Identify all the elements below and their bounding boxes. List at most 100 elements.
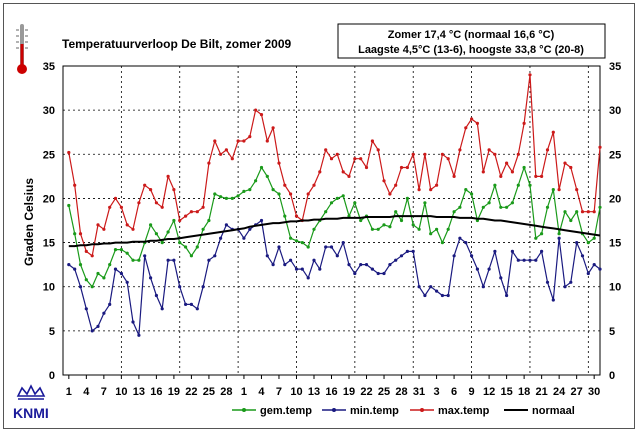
data-point-min-temp: [569, 280, 573, 284]
data-point-gem-temp: [452, 210, 456, 214]
x-tick-label: 21: [536, 386, 548, 398]
data-point-gem-temp: [236, 194, 240, 198]
data-point-max-temp: [119, 205, 123, 209]
data-point-min-temp: [545, 280, 550, 284]
data-point-min-temp: [435, 289, 439, 293]
x-tick-label: 9: [469, 386, 475, 398]
data-point-max-temp: [510, 170, 514, 174]
data-point-gem-temp: [399, 218, 404, 223]
y-ticks-left: 0 5 10 15 20 25 30 35: [43, 61, 55, 382]
x-tick-label: 30: [588, 386, 600, 398]
data-point-max-temp: [329, 157, 334, 161]
data-point-min-temp: [242, 236, 246, 240]
y-tick-label-left: 0: [49, 370, 55, 382]
data-point-min-temp: [207, 258, 211, 262]
data-point-max-temp: [417, 188, 421, 192]
x-tick-label: 1: [241, 386, 247, 398]
data-point-max-temp: [254, 108, 258, 112]
data-point-max-temp: [73, 183, 77, 187]
x-tick-label: 7: [276, 386, 282, 398]
data-point-gem-temp: [440, 241, 444, 245]
data-point-gem-temp: [195, 245, 199, 249]
x-tick-label: 13: [308, 386, 320, 398]
data-point-min-temp: [452, 254, 456, 258]
x-tick-label: 1: [66, 386, 72, 398]
data-point-gem-temp: [67, 203, 71, 208]
series-line-normaal: [68, 215, 601, 248]
data-point-max-temp: [452, 174, 456, 178]
data-point-gem-temp: [551, 188, 555, 192]
data-point-min-temp: [73, 267, 77, 271]
data-point-min-temp: [399, 254, 404, 258]
data-point-min-temp: [84, 307, 88, 311]
data-point-min-temp: [423, 293, 427, 298]
data-point-gem-temp: [423, 201, 427, 205]
data-point-gem-temp: [592, 236, 596, 240]
data-point-max-temp: [545, 148, 550, 152]
data-point-max-temp: [84, 249, 88, 253]
data-point-min-temp: [219, 236, 223, 240]
data-point-max-temp: [353, 157, 357, 161]
data-point-max-temp: [137, 201, 141, 205]
data-point-max-temp: [382, 179, 386, 183]
legend: gem.temp min.temp max.temp normaal: [232, 405, 575, 417]
data-point-gem-temp: [388, 225, 392, 229]
data-point-min-temp: [598, 267, 602, 271]
data-point-min-temp: [108, 302, 112, 306]
x-tick-label: 10: [115, 386, 127, 398]
data-point-gem-temp: [125, 251, 129, 255]
data-point-gem-temp: [113, 248, 118, 252]
data-point-min-temp: [487, 267, 491, 271]
data-point-min-temp: [540, 249, 544, 253]
data-point-max-temp: [102, 227, 106, 231]
x-ticks: 1 4 7 10 13 16 19 22 25 28 1 4 7 10 13 16 19 22 25 28 31 3 6 9 1…: [66, 375, 600, 398]
data-point-min-temp: [376, 271, 380, 276]
data-point-min-temp: [528, 258, 532, 262]
data-point-min-temp: [172, 258, 176, 262]
data-point-min-temp: [563, 285, 567, 289]
data-point-min-temp: [160, 307, 164, 311]
y-tick-label-right: 10: [609, 282, 621, 294]
data-point-gem-temp: [90, 285, 94, 289]
data-point-gem-temp: [569, 218, 573, 223]
data-point-max-temp: [90, 254, 94, 258]
data-point-gem-temp: [505, 205, 509, 209]
data-point-gem-temp: [446, 227, 450, 231]
data-point-min-temp: [184, 302, 188, 306]
data-point-gem-temp: [259, 165, 264, 170]
data-point-min-temp: [195, 307, 199, 311]
data-point-min-temp: [329, 245, 334, 249]
data-point-min-temp: [277, 245, 281, 249]
data-point-max-temp: [318, 170, 322, 174]
series-gem-temp: [67, 165, 602, 289]
data-point-min-temp: [294, 267, 299, 271]
data-point-gem-temp: [265, 174, 269, 178]
data-point-gem-temp: [411, 223, 415, 227]
data-point-min-temp: [306, 276, 310, 280]
data-point-min-temp: [189, 302, 193, 306]
data-point-min-temp: [394, 258, 398, 262]
data-point-max-temp: [259, 113, 264, 117]
data-point-max-temp: [324, 148, 328, 152]
series-max-temp: [67, 73, 602, 258]
data-point-max-temp: [108, 205, 112, 209]
data-point-max-temp: [172, 188, 176, 192]
data-point-min-temp: [149, 276, 153, 280]
data-point-gem-temp: [207, 218, 211, 223]
data-point-gem-temp: [528, 183, 532, 187]
data-point-gem-temp: [242, 189, 246, 193]
data-point-max-temp: [207, 161, 211, 165]
data-point-gem-temp: [224, 196, 228, 200]
data-point-min-temp: [341, 241, 345, 245]
data-point-max-temp: [592, 210, 596, 214]
data-point-max-temp: [341, 170, 345, 174]
data-point-max-temp: [575, 188, 579, 192]
y-tick-label-left: 10: [43, 282, 55, 294]
data-point-gem-temp: [540, 232, 544, 236]
data-point-gem-temp: [271, 188, 275, 192]
data-point-min-temp: [90, 329, 94, 333]
data-point-gem-temp: [417, 227, 421, 231]
x-tick-label: 13: [133, 386, 145, 398]
data-point-gem-temp: [166, 230, 170, 234]
x-tick-label: 10: [290, 386, 302, 398]
